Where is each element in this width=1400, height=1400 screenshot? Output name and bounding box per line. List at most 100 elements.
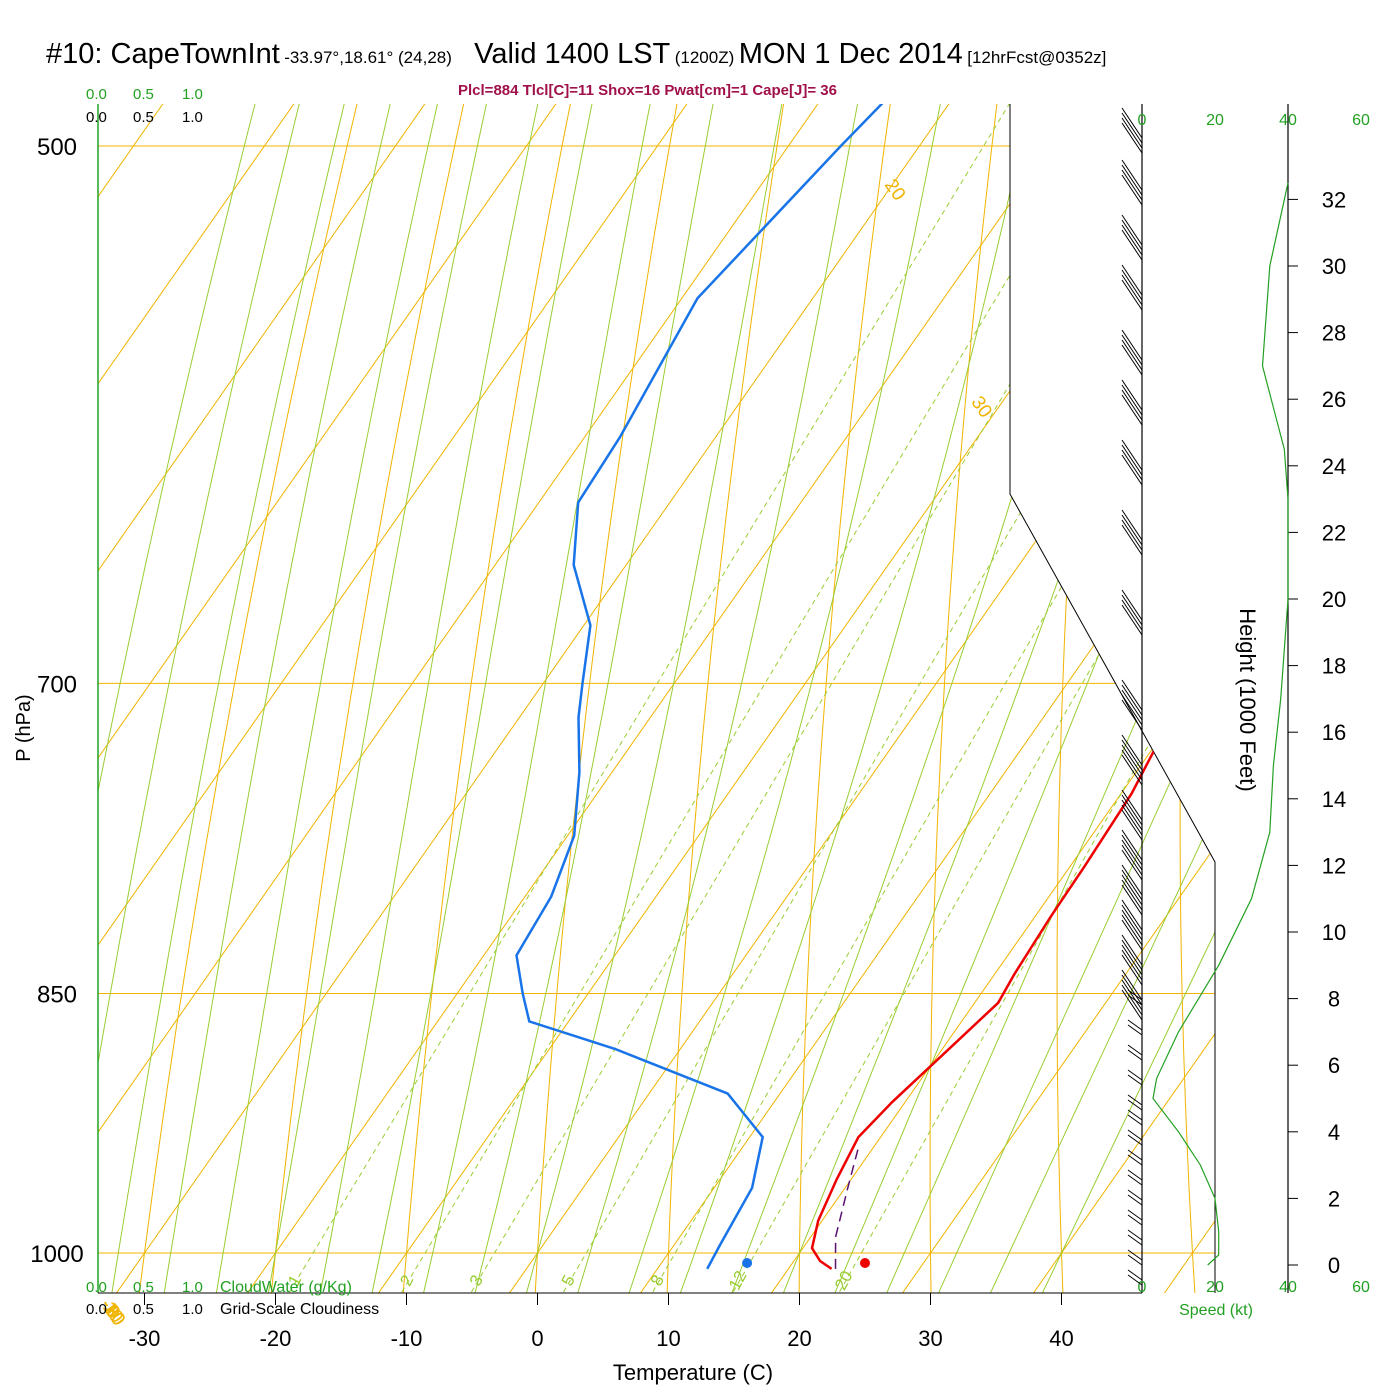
surface-dewpoint-dot	[742, 1258, 753, 1268]
barb-flag	[1121, 754, 1143, 786]
dry-adiabat	[531, 104, 936, 1293]
barb-flag	[1121, 679, 1143, 711]
wind-barb	[1127, 1249, 1143, 1266]
barb-flag	[1121, 899, 1143, 931]
wind-barb	[1127, 1269, 1143, 1286]
valid-date: MON 1 Dec 2014	[738, 38, 963, 70]
barb-flag	[1121, 879, 1143, 911]
barb-flag	[1121, 439, 1143, 471]
barb-flag	[1127, 1174, 1143, 1186]
wind-barb	[1127, 1129, 1143, 1146]
isotherm	[98, 104, 1086, 1293]
cf-tick-top-1: 0.5	[133, 109, 154, 126]
barb-flag	[1121, 974, 1143, 1006]
wind-barb	[1121, 159, 1143, 206]
barb-flag	[1121, 834, 1143, 866]
barb-flag	[1127, 1189, 1143, 1201]
wind-barb	[1127, 989, 1143, 1006]
barb-flag	[1121, 524, 1143, 556]
mixing-ratio-label: 8	[647, 1272, 668, 1289]
isotherm	[98, 104, 955, 1293]
speed-tick-label-bottom: 40	[1279, 1279, 1297, 1296]
barb-flag	[1121, 939, 1143, 971]
moist-adiabat	[258, 104, 783, 1293]
height-tick-label: 30	[1322, 254, 1346, 279]
barb-flag	[1121, 734, 1143, 766]
barb-flag	[1127, 1274, 1143, 1286]
wind-barb	[1121, 734, 1143, 786]
barb-flag	[1121, 604, 1143, 636]
barb-flag	[1127, 1254, 1143, 1266]
wind-barb	[1121, 679, 1143, 731]
barb-flag	[1127, 1044, 1143, 1056]
wind-barb	[1121, 789, 1143, 841]
cf-tick-top-0: 0.0	[86, 109, 107, 126]
barb-flag	[1121, 384, 1143, 416]
grid-lines	[98, 104, 1215, 1293]
valid-time: Valid 1400 LST	[474, 38, 671, 70]
barb-flag	[1121, 804, 1143, 836]
barb-flag	[1127, 1099, 1143, 1111]
barb-flag	[1121, 454, 1143, 486]
barb-flag	[1121, 949, 1143, 981]
barb-flag	[1121, 334, 1143, 366]
height-tick-label: 18	[1322, 654, 1346, 679]
barb-flag	[1127, 1229, 1143, 1241]
cloudwater-label: CloudWater (g/Kg)	[220, 1279, 352, 1296]
barb-flag	[1127, 1134, 1143, 1146]
wind-barb	[1121, 934, 1143, 986]
barb-flag	[1121, 394, 1143, 426]
pressure-label: 1000	[30, 1241, 83, 1268]
moist-adiabat	[410, 104, 918, 1293]
moist-adiabat	[102, 104, 666, 1293]
speed-tick-label-bottom: 0	[1138, 1279, 1147, 1296]
barb-flag	[1121, 219, 1143, 251]
moist-adiabat	[155, 104, 704, 1293]
barb-flag	[1121, 869, 1143, 901]
chart-title: #10: CapeTownInt -33.97°,18.61° (24,28) …	[46, 38, 1106, 71]
barb-flag	[1121, 944, 1143, 976]
height-tick-label: 16	[1322, 720, 1346, 745]
x-tick-label: 10	[656, 1326, 680, 1351]
barb-flag	[1121, 884, 1143, 916]
cw-tick-top-2: 1.0	[182, 86, 203, 103]
wind-barb	[1127, 1069, 1143, 1086]
y-axis-title: P (hPa)	[13, 694, 35, 761]
mixing-ratio-line	[378, 104, 1215, 1293]
mixing-ratio-label: 20	[831, 1268, 857, 1294]
barb-flag	[1127, 1249, 1143, 1261]
utc-time: (1200Z)	[674, 48, 735, 67]
height-tick-label: 8	[1328, 987, 1340, 1012]
moist-adiabat	[610, 104, 1171, 1293]
station-name: #10: CapeTownInt	[46, 38, 280, 70]
speed-tick-label-top: 20	[1206, 112, 1224, 129]
height-tick-label: 6	[1328, 1053, 1340, 1078]
height-tick-label: 10	[1322, 920, 1346, 945]
isotherm	[98, 104, 1215, 1293]
plot-frame	[97, 104, 1216, 1293]
barb-flag	[1121, 794, 1143, 826]
wind-barb	[1121, 329, 1143, 376]
cw-tick-top-1: 0.5	[133, 86, 154, 103]
dry-adiabat	[665, 104, 1023, 1293]
x-tick-label: 30	[918, 1326, 942, 1351]
dry-adiabat	[132, 104, 674, 1293]
barb-flag	[1121, 509, 1143, 541]
barb-flag	[1121, 849, 1143, 881]
moist-adiabat	[965, 104, 1215, 1293]
x-tick-label: 20	[787, 1326, 811, 1351]
wind-barb	[1121, 589, 1143, 636]
cf-tick-bottom-2: 1.0	[182, 1301, 203, 1318]
height-tick-label: 0	[1328, 1253, 1340, 1278]
barb-flag	[1127, 1074, 1143, 1086]
moist-adiabat	[913, 104, 1215, 1293]
wind-barb	[1121, 214, 1143, 261]
mixing-ratio-line	[265, 104, 1202, 1293]
barb-flag	[1121, 264, 1143, 296]
barb-flag	[1127, 1209, 1143, 1221]
barb-flag	[1121, 344, 1143, 376]
height-tick-label: 14	[1322, 787, 1346, 812]
barb-flag	[1121, 694, 1143, 726]
pressure-label: 500	[37, 134, 77, 161]
wind-barb	[1127, 1109, 1143, 1126]
